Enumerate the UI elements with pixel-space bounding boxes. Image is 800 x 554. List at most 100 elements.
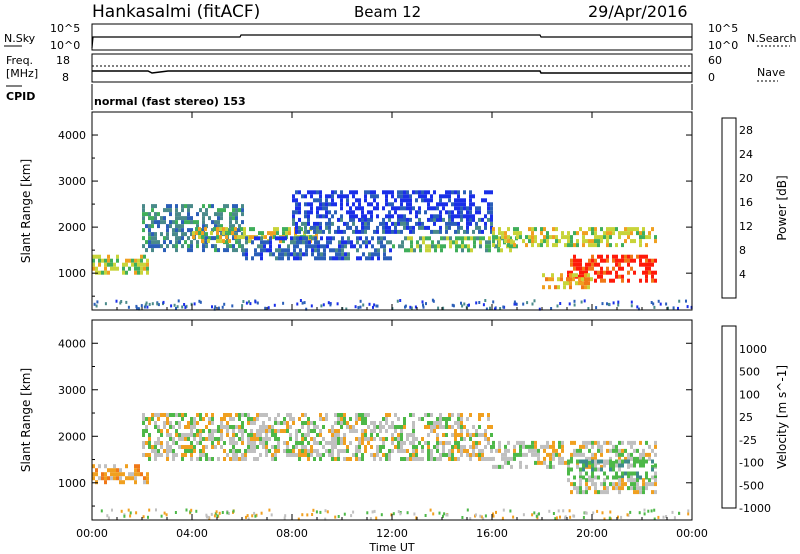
velocity-echo-cell <box>256 413 259 417</box>
power-echo-cell <box>148 224 151 229</box>
power-echo-cell <box>358 206 361 211</box>
power-echo-cell <box>445 190 448 195</box>
velocity-echo-cell <box>247 441 250 445</box>
velocity-echo-cell <box>277 445 280 449</box>
velocity-echo-cell <box>181 437 184 441</box>
power-echo-cell <box>319 202 322 207</box>
power-echo-cell <box>205 232 208 237</box>
velocity-echo-cell <box>379 449 382 453</box>
velocity-echo-cell <box>618 486 621 491</box>
power-noise-cell <box>231 304 234 308</box>
power-echo-cell <box>627 254 630 259</box>
power-echo-cell <box>181 244 184 249</box>
velocity-echo-cell <box>310 429 313 433</box>
power-echo-cell <box>92 254 95 259</box>
velocity-echo-cell <box>492 464 495 469</box>
power-echo-cell <box>487 202 490 207</box>
velocity-echo-cell <box>313 441 316 445</box>
velocity-echo-cell <box>331 457 334 461</box>
power-echo-cell <box>352 229 355 234</box>
velocity-echo-cell <box>534 452 537 457</box>
velocity-echo-cell <box>394 413 397 417</box>
velocity-ytick-label: 2000 <box>58 430 86 443</box>
velocity-echo-cell <box>370 421 373 425</box>
power-echo-cell <box>187 228 190 233</box>
velocity-echo-cell <box>567 478 570 483</box>
velocity-echo-cell <box>376 449 379 453</box>
power-noise-cell <box>148 302 151 306</box>
power-echo-cell <box>473 244 476 249</box>
velocity-echo-cell <box>630 456 633 461</box>
power-echo-cell <box>466 210 469 215</box>
velocity-noise-cell <box>413 512 416 516</box>
velocity-echo-cell <box>630 486 633 491</box>
velocity-echo-cell <box>615 452 618 457</box>
velocity-echo-cell <box>618 448 621 453</box>
velocity-echo-cell <box>531 444 534 449</box>
power-echo-cell <box>600 227 603 232</box>
power-noise-cell <box>372 305 374 309</box>
power-echo-cell <box>606 243 609 248</box>
velocity-echo-cell <box>331 429 334 433</box>
velocity-echo-cell <box>597 459 600 464</box>
velocity-echo-cell <box>337 421 340 425</box>
velocity-echo-cell <box>385 429 388 433</box>
velocity-echo-cell <box>621 486 624 491</box>
velocity-echo-cell <box>286 453 289 457</box>
power-echo-cell <box>451 217 454 222</box>
power-echo-cell <box>391 190 394 195</box>
velocity-noise-cell <box>629 510 632 514</box>
velocity-echo-cell <box>313 421 316 425</box>
power-echo-cell <box>257 252 260 257</box>
power-echo-cell <box>367 221 370 226</box>
power-echo-cell <box>504 231 507 236</box>
velocity-echo-cell <box>642 452 645 457</box>
velocity-echo-cell <box>223 417 226 421</box>
power-echo-cell <box>222 231 225 236</box>
velocity-echo-cell <box>235 457 238 461</box>
velocity-echo-cell <box>624 482 627 487</box>
power-noise-cell <box>514 302 517 306</box>
power-echo-cell <box>466 217 469 222</box>
velocity-echo-cell <box>412 413 415 417</box>
power-echo-cell <box>319 198 322 203</box>
velocity-echo-cell <box>199 417 202 421</box>
velocity-echo-cell <box>286 413 289 417</box>
velocity-echo-cell <box>591 471 594 476</box>
velocity-echo-cell <box>651 448 654 453</box>
power-echo-cell <box>382 229 385 234</box>
velocity-echo-cell <box>295 441 298 445</box>
velocity-echo-cell <box>370 429 373 433</box>
power-echo-cell <box>368 252 371 257</box>
velocity-echo-cell <box>454 441 457 445</box>
power-echo-cell <box>548 277 551 282</box>
power-echo-cell <box>308 244 311 249</box>
velocity-echo-cell <box>448 413 451 417</box>
velocity-echo-cell <box>460 417 463 421</box>
velocity-noise-cell <box>337 515 340 518</box>
power-echo-cell <box>394 225 397 230</box>
power-echo-cell <box>346 202 349 207</box>
velocity-echo-cell <box>262 441 265 445</box>
velocity-echo-cell <box>516 440 519 445</box>
velocity-echo-cell <box>460 445 463 449</box>
power-echo-cell <box>461 240 464 245</box>
velocity-echo-cell <box>388 425 391 429</box>
power-echo-cell <box>424 210 427 215</box>
velocity-echo-cell <box>454 433 457 437</box>
power-noise-cell <box>538 307 541 311</box>
velocity-echo-cell <box>603 478 606 483</box>
power-echo-cell <box>563 285 566 290</box>
velocity-echo-cell <box>286 429 289 433</box>
power-echo-cell <box>249 227 252 232</box>
power-echo-cell <box>528 227 531 232</box>
power-echo-cell <box>254 236 257 241</box>
velocity-echo-cell <box>612 448 615 453</box>
velocity-echo-cell <box>274 417 277 421</box>
power-echo-cell <box>229 220 232 225</box>
power-echo-cell <box>263 244 266 249</box>
power-echo-cell <box>569 285 572 290</box>
velocity-echo-cell <box>558 460 561 465</box>
power-echo-cell <box>374 248 377 253</box>
power-echo-cell <box>107 270 110 275</box>
